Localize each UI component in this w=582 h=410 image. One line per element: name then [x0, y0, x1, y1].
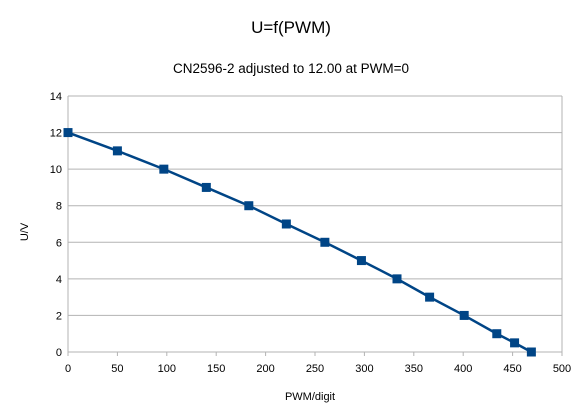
- data-point-marker: [492, 329, 502, 339]
- x-tick-label: 0: [65, 363, 71, 375]
- data-point-marker: [526, 347, 536, 357]
- data-point-marker: [392, 274, 402, 284]
- y-tick-label: 0: [56, 347, 62, 359]
- y-axis-label: U/V: [19, 222, 31, 241]
- x-tick-label: 300: [355, 363, 373, 375]
- x-tick-label: 100: [158, 363, 176, 375]
- y-tick-label: 6: [56, 237, 62, 249]
- data-point-marker: [244, 201, 254, 211]
- y-tick-label: 2: [56, 310, 62, 322]
- tick-labels: 0 2 4 6 8 10 12 14 0 50 100 150 200 250 300 350 400 450 50…: [50, 91, 571, 375]
- x-tick-label: 450: [503, 363, 521, 375]
- x-tick-label: 500: [553, 363, 571, 375]
- series-line: [67, 131, 532, 354]
- grid-lines: [67, 95, 563, 356]
- data-series: [63, 128, 536, 357]
- y-tick-label: 10: [50, 164, 62, 176]
- y-tick-label: 12: [50, 128, 62, 140]
- data-point-marker: [112, 146, 122, 156]
- y-tick-label: 8: [56, 201, 62, 213]
- chart-subtitle: CN2596-2 adjusted to 12.00 at PWM=0: [173, 61, 409, 76]
- data-point-marker: [281, 219, 291, 229]
- x-tick-label: 50: [111, 363, 123, 375]
- data-point-marker: [459, 310, 469, 320]
- data-point-marker: [63, 128, 73, 138]
- y-tick-label: 14: [50, 91, 62, 103]
- y-tick-label: 4: [56, 274, 62, 286]
- data-point-marker: [356, 256, 366, 266]
- data-point-marker: [510, 338, 520, 348]
- x-tick-label: 350: [405, 363, 423, 375]
- data-point-marker: [201, 182, 211, 192]
- x-axis-label: PWM/digit: [285, 391, 335, 403]
- data-point-marker: [159, 164, 169, 174]
- x-tick-label: 250: [306, 363, 324, 375]
- x-tick-label: 150: [207, 363, 225, 375]
- x-tick-label: 400: [454, 363, 472, 375]
- data-point-marker: [425, 292, 435, 302]
- x-tick-label: 200: [256, 363, 274, 375]
- chart-title: U=f(PWM): [251, 18, 331, 37]
- data-point-marker: [320, 237, 330, 247]
